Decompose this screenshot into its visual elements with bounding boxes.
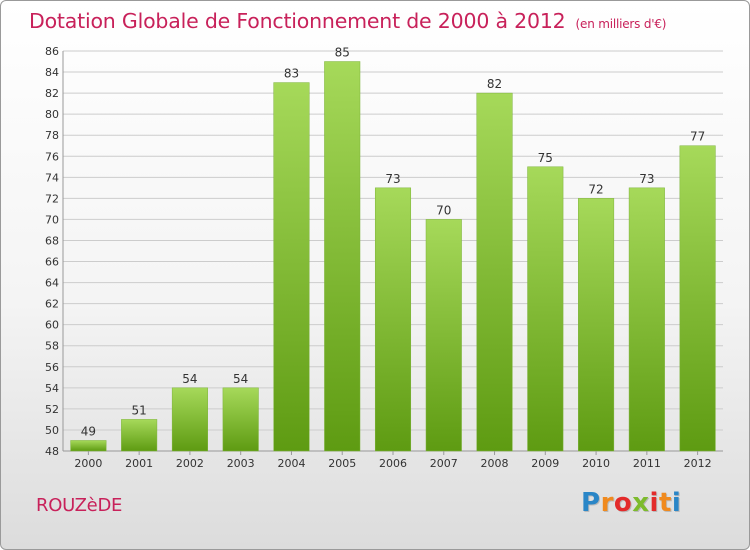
y-tick-label: 82 bbox=[45, 87, 59, 100]
y-tick-label: 80 bbox=[45, 108, 59, 121]
logo-letter: i bbox=[649, 488, 659, 518]
bar-2007 bbox=[425, 219, 462, 452]
x-tick-label: 2001 bbox=[125, 457, 153, 470]
x-tick-label: 2004 bbox=[277, 457, 305, 470]
logo-letter: x bbox=[632, 488, 650, 518]
y-tick-label: 70 bbox=[45, 213, 59, 226]
data-label: 77 bbox=[690, 130, 705, 144]
x-tick-label: 2012 bbox=[684, 457, 712, 470]
y-tick-label: 74 bbox=[45, 171, 59, 184]
y-tick-label: 56 bbox=[45, 361, 59, 374]
y-tick-label: 72 bbox=[45, 192, 59, 205]
bar-2008 bbox=[476, 92, 513, 452]
bar-2010 bbox=[578, 198, 615, 452]
y-tick-label: 48 bbox=[45, 445, 59, 458]
x-tick-label: 2009 bbox=[531, 457, 559, 470]
y-tick-label: 50 bbox=[45, 424, 59, 437]
data-label: 75 bbox=[538, 151, 553, 165]
data-label: 51 bbox=[132, 403, 147, 417]
data-label: 85 bbox=[335, 46, 350, 60]
bar-2005 bbox=[324, 61, 361, 452]
data-label: 72 bbox=[588, 182, 603, 196]
data-label: 83 bbox=[284, 67, 299, 81]
data-label: 54 bbox=[182, 372, 197, 386]
bar-2009 bbox=[527, 166, 564, 452]
y-tick-label: 54 bbox=[45, 382, 59, 395]
bar-2003 bbox=[222, 387, 259, 452]
proxiti-logo: Proxiti bbox=[581, 488, 681, 518]
data-label: 70 bbox=[436, 203, 451, 217]
data-label: 54 bbox=[233, 372, 248, 386]
data-labels: 49 51 54 54 83 85 73 70 82 75 72 73 77 bbox=[81, 46, 706, 439]
x-tick-label: 2007 bbox=[430, 457, 458, 470]
bar-2000 bbox=[70, 440, 107, 452]
bars bbox=[70, 61, 716, 452]
logo-letter: t bbox=[658, 488, 672, 518]
x-axis: 2000 2001 2002 2003 2004 2005 2006 2007 2008 2009… bbox=[74, 451, 712, 470]
x-tick-label: 2000 bbox=[74, 457, 102, 470]
bar-2002 bbox=[171, 387, 208, 452]
bar-2012 bbox=[679, 145, 716, 452]
y-tick-label: 62 bbox=[45, 298, 59, 311]
x-tick-label: 2010 bbox=[582, 457, 610, 470]
bar-2011 bbox=[628, 187, 665, 452]
x-tick-label: 2003 bbox=[227, 457, 255, 470]
bar-2001 bbox=[121, 419, 158, 452]
bar-2004 bbox=[273, 82, 310, 452]
y-tick-label: 68 bbox=[45, 234, 59, 247]
chart-title: Dotation Globale de Fonctionnement de 20… bbox=[29, 9, 667, 33]
y-tick-label: 52 bbox=[45, 403, 59, 416]
logo-letter: P bbox=[581, 488, 601, 518]
y-tick-label: 66 bbox=[45, 256, 59, 269]
data-label: 73 bbox=[639, 172, 654, 186]
logo-letter: o bbox=[613, 488, 633, 518]
x-tick-label: 2005 bbox=[328, 457, 356, 470]
data-label: 73 bbox=[385, 172, 400, 186]
chart-subtitle: (en milliers d'€) bbox=[575, 17, 667, 31]
y-tick-label: 76 bbox=[45, 150, 59, 163]
logo-letter: i bbox=[671, 488, 682, 518]
bar-2006 bbox=[374, 187, 412, 452]
y-tick-label: 86 bbox=[45, 45, 59, 58]
commune-name: ROUZèDE bbox=[36, 495, 123, 516]
logo-letter: r bbox=[600, 488, 614, 518]
y-tick-label: 60 bbox=[45, 319, 59, 332]
data-label: 49 bbox=[81, 424, 96, 438]
x-tick-label: 2006 bbox=[379, 457, 407, 470]
y-tick-label: 78 bbox=[45, 129, 59, 142]
y-tick-label: 84 bbox=[45, 66, 59, 79]
x-tick-label: 2002 bbox=[176, 457, 204, 470]
y-tick-label: 58 bbox=[45, 340, 59, 353]
x-tick-label: 2011 bbox=[633, 457, 661, 470]
y-tick-label: 64 bbox=[45, 277, 59, 290]
x-tick-label: 2008 bbox=[481, 457, 509, 470]
data-label: 82 bbox=[487, 77, 502, 91]
